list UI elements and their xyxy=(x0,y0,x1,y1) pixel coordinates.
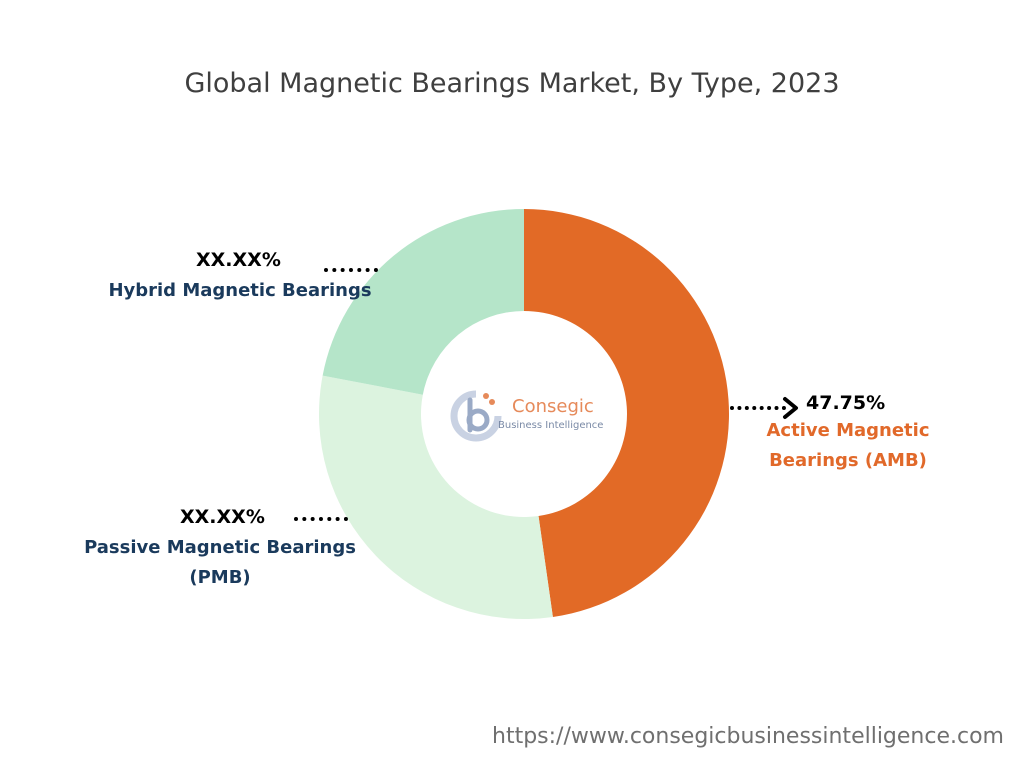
hybrid-percent: XX.XX% xyxy=(196,249,281,271)
arrow-right-icon xyxy=(783,397,798,419)
donut-slice-hybrid-magnetic-bearings xyxy=(322,209,524,395)
passive-percent: XX.XX% xyxy=(180,506,265,528)
chart-title: Global Magnetic Bearings Market, By Type… xyxy=(184,68,840,99)
passive-label: Passive Magnetic Bearings (PMB) xyxy=(84,537,356,588)
logo-name: Consegic xyxy=(512,396,594,417)
hybrid-label: Hybrid Magnetic Bearings xyxy=(108,280,372,301)
donut-slice-active-magnetic-bearings-amb xyxy=(524,209,729,617)
hybrid-leader-line xyxy=(324,268,378,272)
active-label: Active Magnetic Bearings (AMB) xyxy=(766,420,930,471)
passive-leader-line xyxy=(294,517,348,521)
source-url[interactable]: https://www.consegicbusinessintelligence… xyxy=(492,724,1004,749)
active-percent: 47.75% xyxy=(806,392,886,414)
active-leader-line xyxy=(730,406,786,410)
center-logo: Consegic Business Intelligence xyxy=(446,386,616,446)
donut-slice-passive-magnetic-bearings-pmb xyxy=(318,375,553,619)
consegic-logo-icon xyxy=(450,390,502,442)
logo-tagline: Business Intelligence xyxy=(498,420,604,431)
